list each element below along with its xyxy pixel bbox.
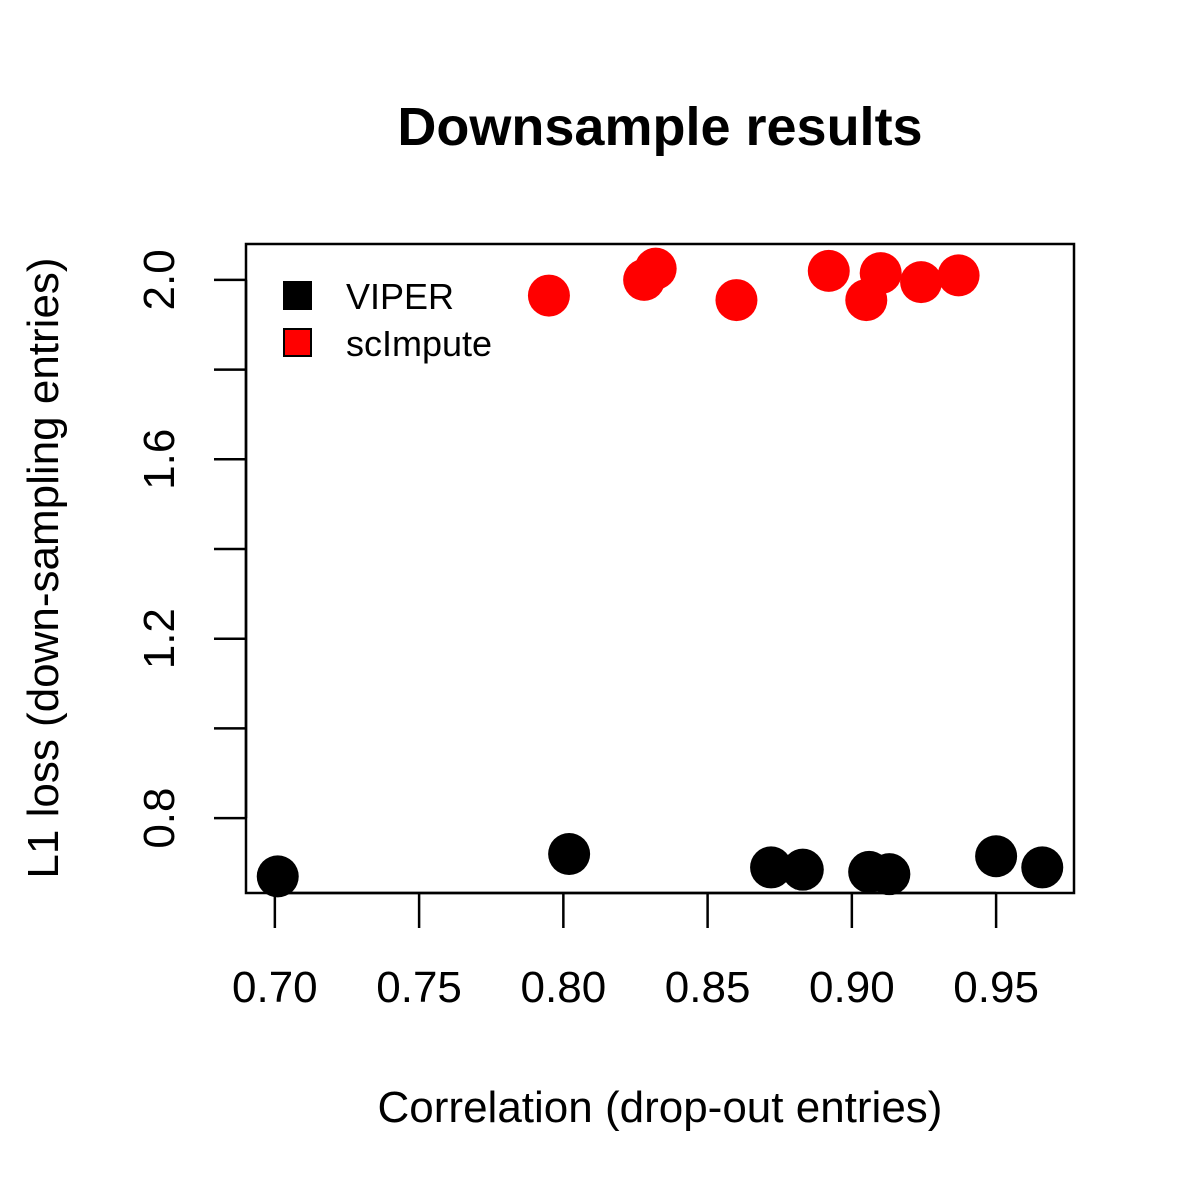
y-axis: 0.8 1.2 1.6 2.0	[135, 249, 248, 849]
y-tick-label: 2.0	[135, 249, 184, 310]
chart-title: Downsample results	[397, 97, 922, 157]
y-axis-label: L1 loss (down-sampling entries)	[19, 257, 68, 878]
data-point-scimpute	[807, 249, 850, 292]
x-tick-label: 0.90	[809, 963, 895, 1012]
x-axis: 0.70 0.75 0.80 0.85 0.90 0.95	[232, 891, 1039, 1012]
data-point-viper	[256, 855, 299, 898]
legend: VIPER scImpute	[283, 276, 492, 364]
x-tick-label: 0.75	[376, 963, 462, 1012]
data-point-scimpute	[527, 274, 570, 317]
x-axis-label: Correlation (drop-out entries)	[378, 1083, 943, 1132]
data-point-scimpute	[859, 252, 902, 295]
data-point-scimpute	[937, 254, 980, 297]
data-point-viper	[781, 848, 824, 891]
data-point-viper	[1021, 846, 1064, 889]
legend-swatch-scimpute	[283, 328, 312, 357]
y-tick-label: 0.8	[135, 788, 184, 849]
data-point-viper	[548, 832, 591, 875]
points-layer	[256, 247, 1064, 898]
data-point-viper	[868, 853, 911, 896]
data-point-scimpute	[715, 279, 758, 322]
legend-label-viper: VIPER	[346, 276, 454, 317]
data-point-scimpute	[634, 247, 677, 290]
y-tick-label: 1.6	[135, 429, 184, 490]
legend-label-scimpute: scImpute	[346, 323, 492, 364]
data-point-viper	[750, 846, 793, 889]
x-tick-label: 0.85	[665, 963, 751, 1012]
y-tick-label: 1.2	[135, 608, 184, 669]
data-point-viper	[975, 835, 1018, 878]
x-tick-label: 0.95	[953, 963, 1039, 1012]
legend-swatch-viper	[283, 281, 312, 310]
x-tick-label: 0.70	[232, 963, 318, 1012]
x-tick-label: 0.80	[521, 963, 607, 1012]
data-point-scimpute	[900, 261, 943, 304]
